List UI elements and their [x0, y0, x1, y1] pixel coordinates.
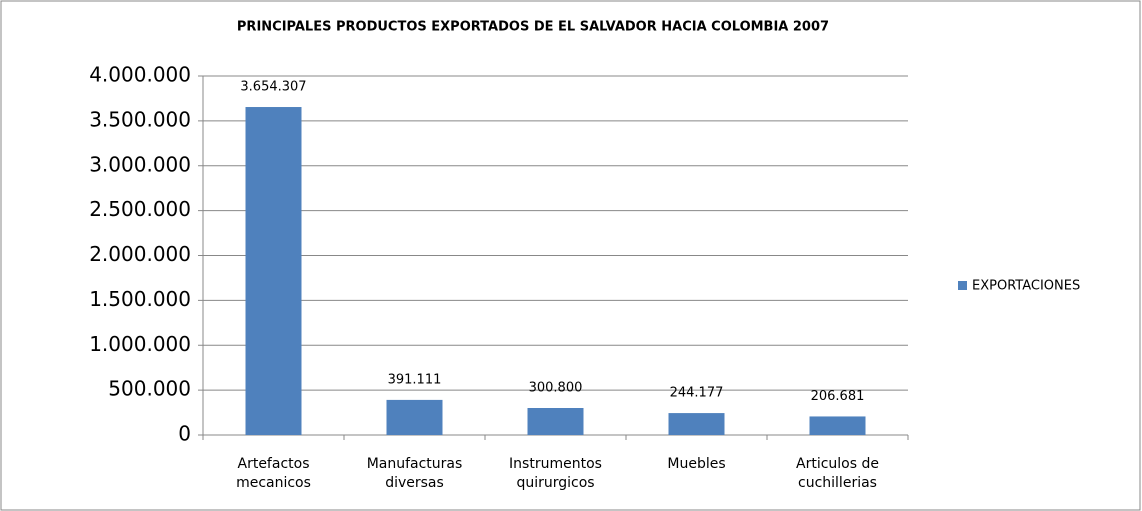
bar — [527, 408, 584, 435]
data-label: 391.111 — [388, 372, 442, 387]
y-tick-label: 500.000 — [108, 377, 191, 401]
legend-label: EXPORTACIONES — [972, 279, 1080, 294]
x-tick-label: Manufacturas diversas — [366, 456, 463, 491]
data-label: 206.681 — [811, 389, 865, 404]
bar — [809, 416, 866, 435]
legend-swatch — [958, 281, 967, 290]
y-tick-label: 0 — [178, 422, 191, 446]
data-label: 300.800 — [529, 381, 583, 396]
x-tick-label: Artefactos mecanicos — [236, 456, 311, 491]
y-tick-label: 3.500.000 — [89, 107, 191, 131]
x-tick-label: Muebles — [667, 456, 726, 472]
chart-title: PRINCIPALES PRODUCTOS EXPORTADOS DE EL S… — [237, 20, 829, 35]
y-tick-label: 2.500.000 — [89, 197, 191, 221]
x-tick-label: Articulos de cuchillerias — [796, 456, 879, 491]
bar — [386, 399, 443, 435]
x-tick-label: Instrumentos quirurgicos — [509, 456, 602, 491]
y-tick-label: 4.000.000 — [89, 63, 191, 87]
data-label: 244.177 — [670, 386, 724, 401]
y-tick-label: 1.500.000 — [89, 287, 191, 311]
data-label: 3.654.307 — [240, 80, 306, 95]
y-tick-label: 2.000.000 — [89, 242, 191, 266]
bar — [245, 107, 302, 436]
bar — [668, 413, 725, 435]
y-tick-label: 1.000.000 — [89, 332, 191, 356]
y-tick-label: 3.000.000 — [89, 152, 191, 176]
